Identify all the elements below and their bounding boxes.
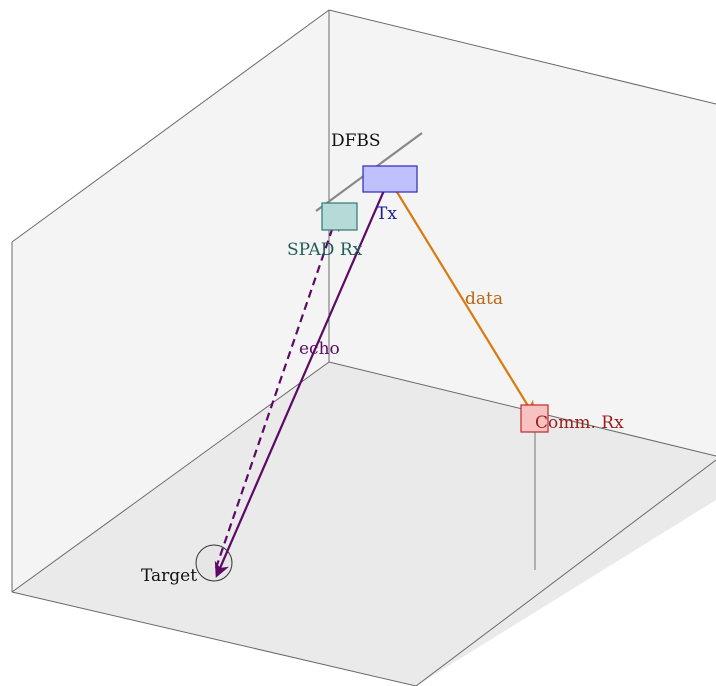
spad-rx-box [321, 202, 358, 231]
echo-arrow [214, 215, 340, 569]
room [11, 9, 716, 686]
comm-rx-box [520, 404, 549, 433]
spad-rx-label: SPAD Rx [287, 240, 363, 260]
tx-box [362, 165, 418, 193]
data-label: data [465, 289, 503, 309]
tx-label: Tx [376, 204, 397, 224]
floor-edge [11, 591, 417, 686]
floor-edge [415, 459, 716, 686]
wall-edge [11, 9, 330, 243]
back-wall [329, 10, 716, 456]
target-label: Target [141, 566, 197, 586]
echo-label: echo [299, 339, 340, 359]
floor [12, 362, 716, 686]
comm-rx-label: Comm. Rx [535, 413, 624, 433]
dfbs-label: DFBS [331, 131, 381, 151]
data-link-arrow [388, 178, 535, 417]
floor-edge [11, 361, 330, 593]
left-wall [12, 10, 329, 592]
sensing-illumination-arrow [214, 178, 391, 578]
wall-edge [328, 9, 716, 105]
